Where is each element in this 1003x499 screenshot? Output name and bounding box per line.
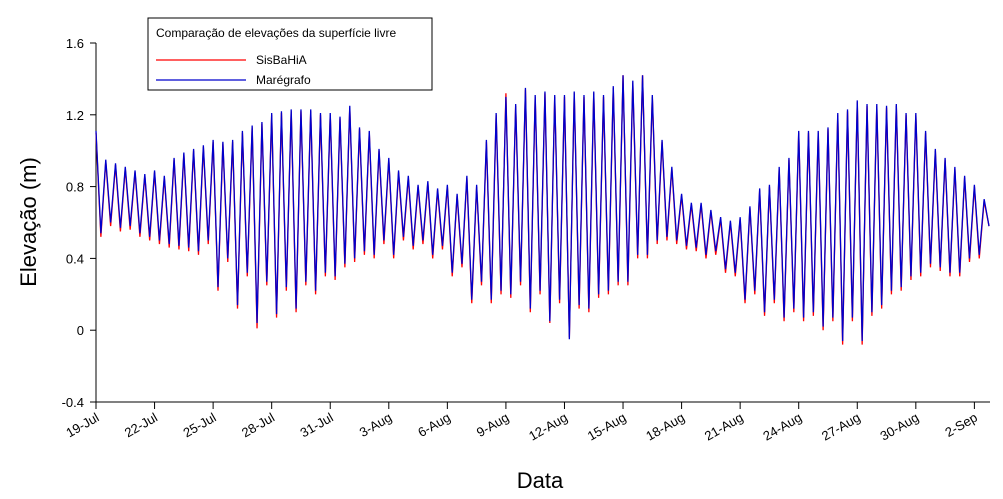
x-tick-label: 27-Aug xyxy=(819,410,863,444)
y-tick-label: 0.4 xyxy=(66,251,84,266)
x-tick-label: 21-Aug xyxy=(702,410,746,444)
x-tick-label: 18-Aug xyxy=(643,410,687,444)
x-tick-label: 28-Jul xyxy=(239,410,277,441)
legend-label: SisBaHiA xyxy=(256,53,307,67)
x-tick-label: 22-Jul xyxy=(122,410,160,441)
legend-label: Marégrafo xyxy=(256,73,311,87)
x-tick-label: 3-Aug xyxy=(357,410,395,440)
x-axis-label: Data xyxy=(517,468,564,493)
x-tick-label: 31-Jul xyxy=(298,410,336,441)
y-axis-label: Elevação (m) xyxy=(16,157,41,287)
y-tick-label: 0 xyxy=(77,323,84,338)
x-tick-label: 19-Jul xyxy=(63,410,101,441)
y-tick-label: 0.8 xyxy=(66,180,84,195)
y-tick-label: 1.2 xyxy=(66,108,84,123)
x-tick-label: 30-Aug xyxy=(878,410,922,444)
x-tick-label: 15-Aug xyxy=(585,410,629,444)
y-tick-label: 1.6 xyxy=(66,36,84,51)
x-tick-label: 9-Aug xyxy=(474,410,512,440)
legend-box xyxy=(147,17,433,91)
x-tick-label: 24-Aug xyxy=(760,410,804,444)
x-tick-label: 25-Jul xyxy=(180,410,218,441)
x-tick-label: 12-Aug xyxy=(526,410,570,444)
series-line xyxy=(95,75,990,341)
y-tick-label: -0.4 xyxy=(62,395,84,410)
legend-title: Comparação de elevações da superfície li… xyxy=(156,26,396,40)
x-tick-label: 6-Aug xyxy=(415,410,453,440)
x-tick-label: 2-Sep xyxy=(942,410,980,440)
